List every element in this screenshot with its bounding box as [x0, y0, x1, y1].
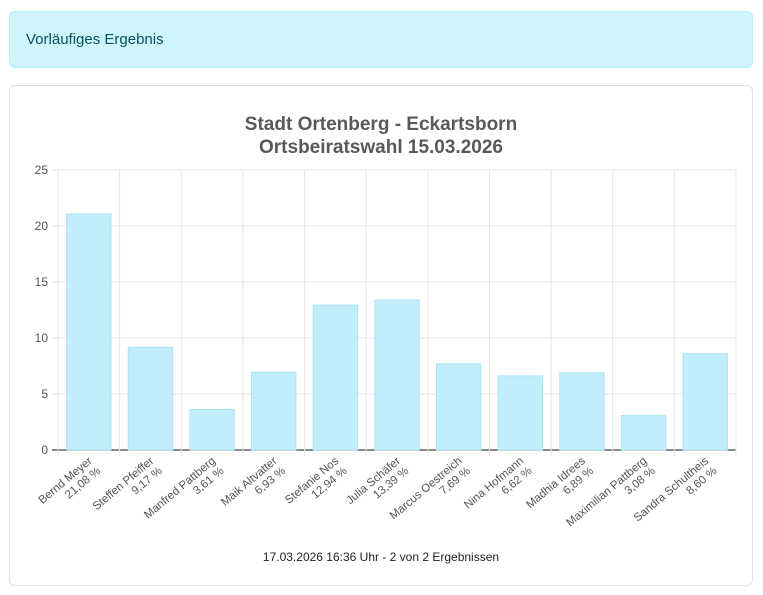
chart-title-line-1: Stadt Ortenberg - Eckartsborn	[245, 114, 517, 135]
bar[interactable]	[682, 353, 728, 451]
bar[interactable]	[66, 213, 112, 451]
bar[interactable]	[559, 372, 605, 451]
y-tick-label: 10	[35, 331, 49, 345]
status-alert: Vorläufiges Ergebnis	[9, 11, 753, 68]
bar[interactable]	[189, 409, 235, 451]
y-tick-label: 0	[41, 443, 48, 457]
bar[interactable]	[251, 371, 297, 451]
chart-card: 0 5 10 15 20 25 Bernd Meyer 21,08 % Steffen Pfe…	[9, 85, 753, 586]
grid-lines	[52, 169, 737, 456]
bars	[66, 213, 728, 451]
y-tick-label: 25	[35, 163, 49, 177]
bar[interactable]	[312, 304, 359, 451]
chart-footer: 17.03.2026 16:36 Uhr - 2 von 2 Ergebniss…	[262, 550, 500, 564]
status-alert-text: Vorläufiges Ergebnis	[26, 31, 164, 48]
bar[interactable]	[374, 299, 420, 451]
bar[interactable]	[435, 363, 482, 451]
y-tick-label: 20	[35, 219, 49, 233]
chart-title-line-2: Ortsbeiratswahl 15.03.2026	[259, 137, 503, 158]
bar[interactable]	[497, 375, 543, 451]
bar[interactable]	[127, 346, 174, 451]
y-tick-label: 15	[35, 275, 49, 289]
bar[interactable]	[620, 415, 667, 451]
y-tick-label: 5	[41, 387, 48, 401]
y-axis-ticks: 0 5 10 15 20 25	[35, 163, 49, 457]
